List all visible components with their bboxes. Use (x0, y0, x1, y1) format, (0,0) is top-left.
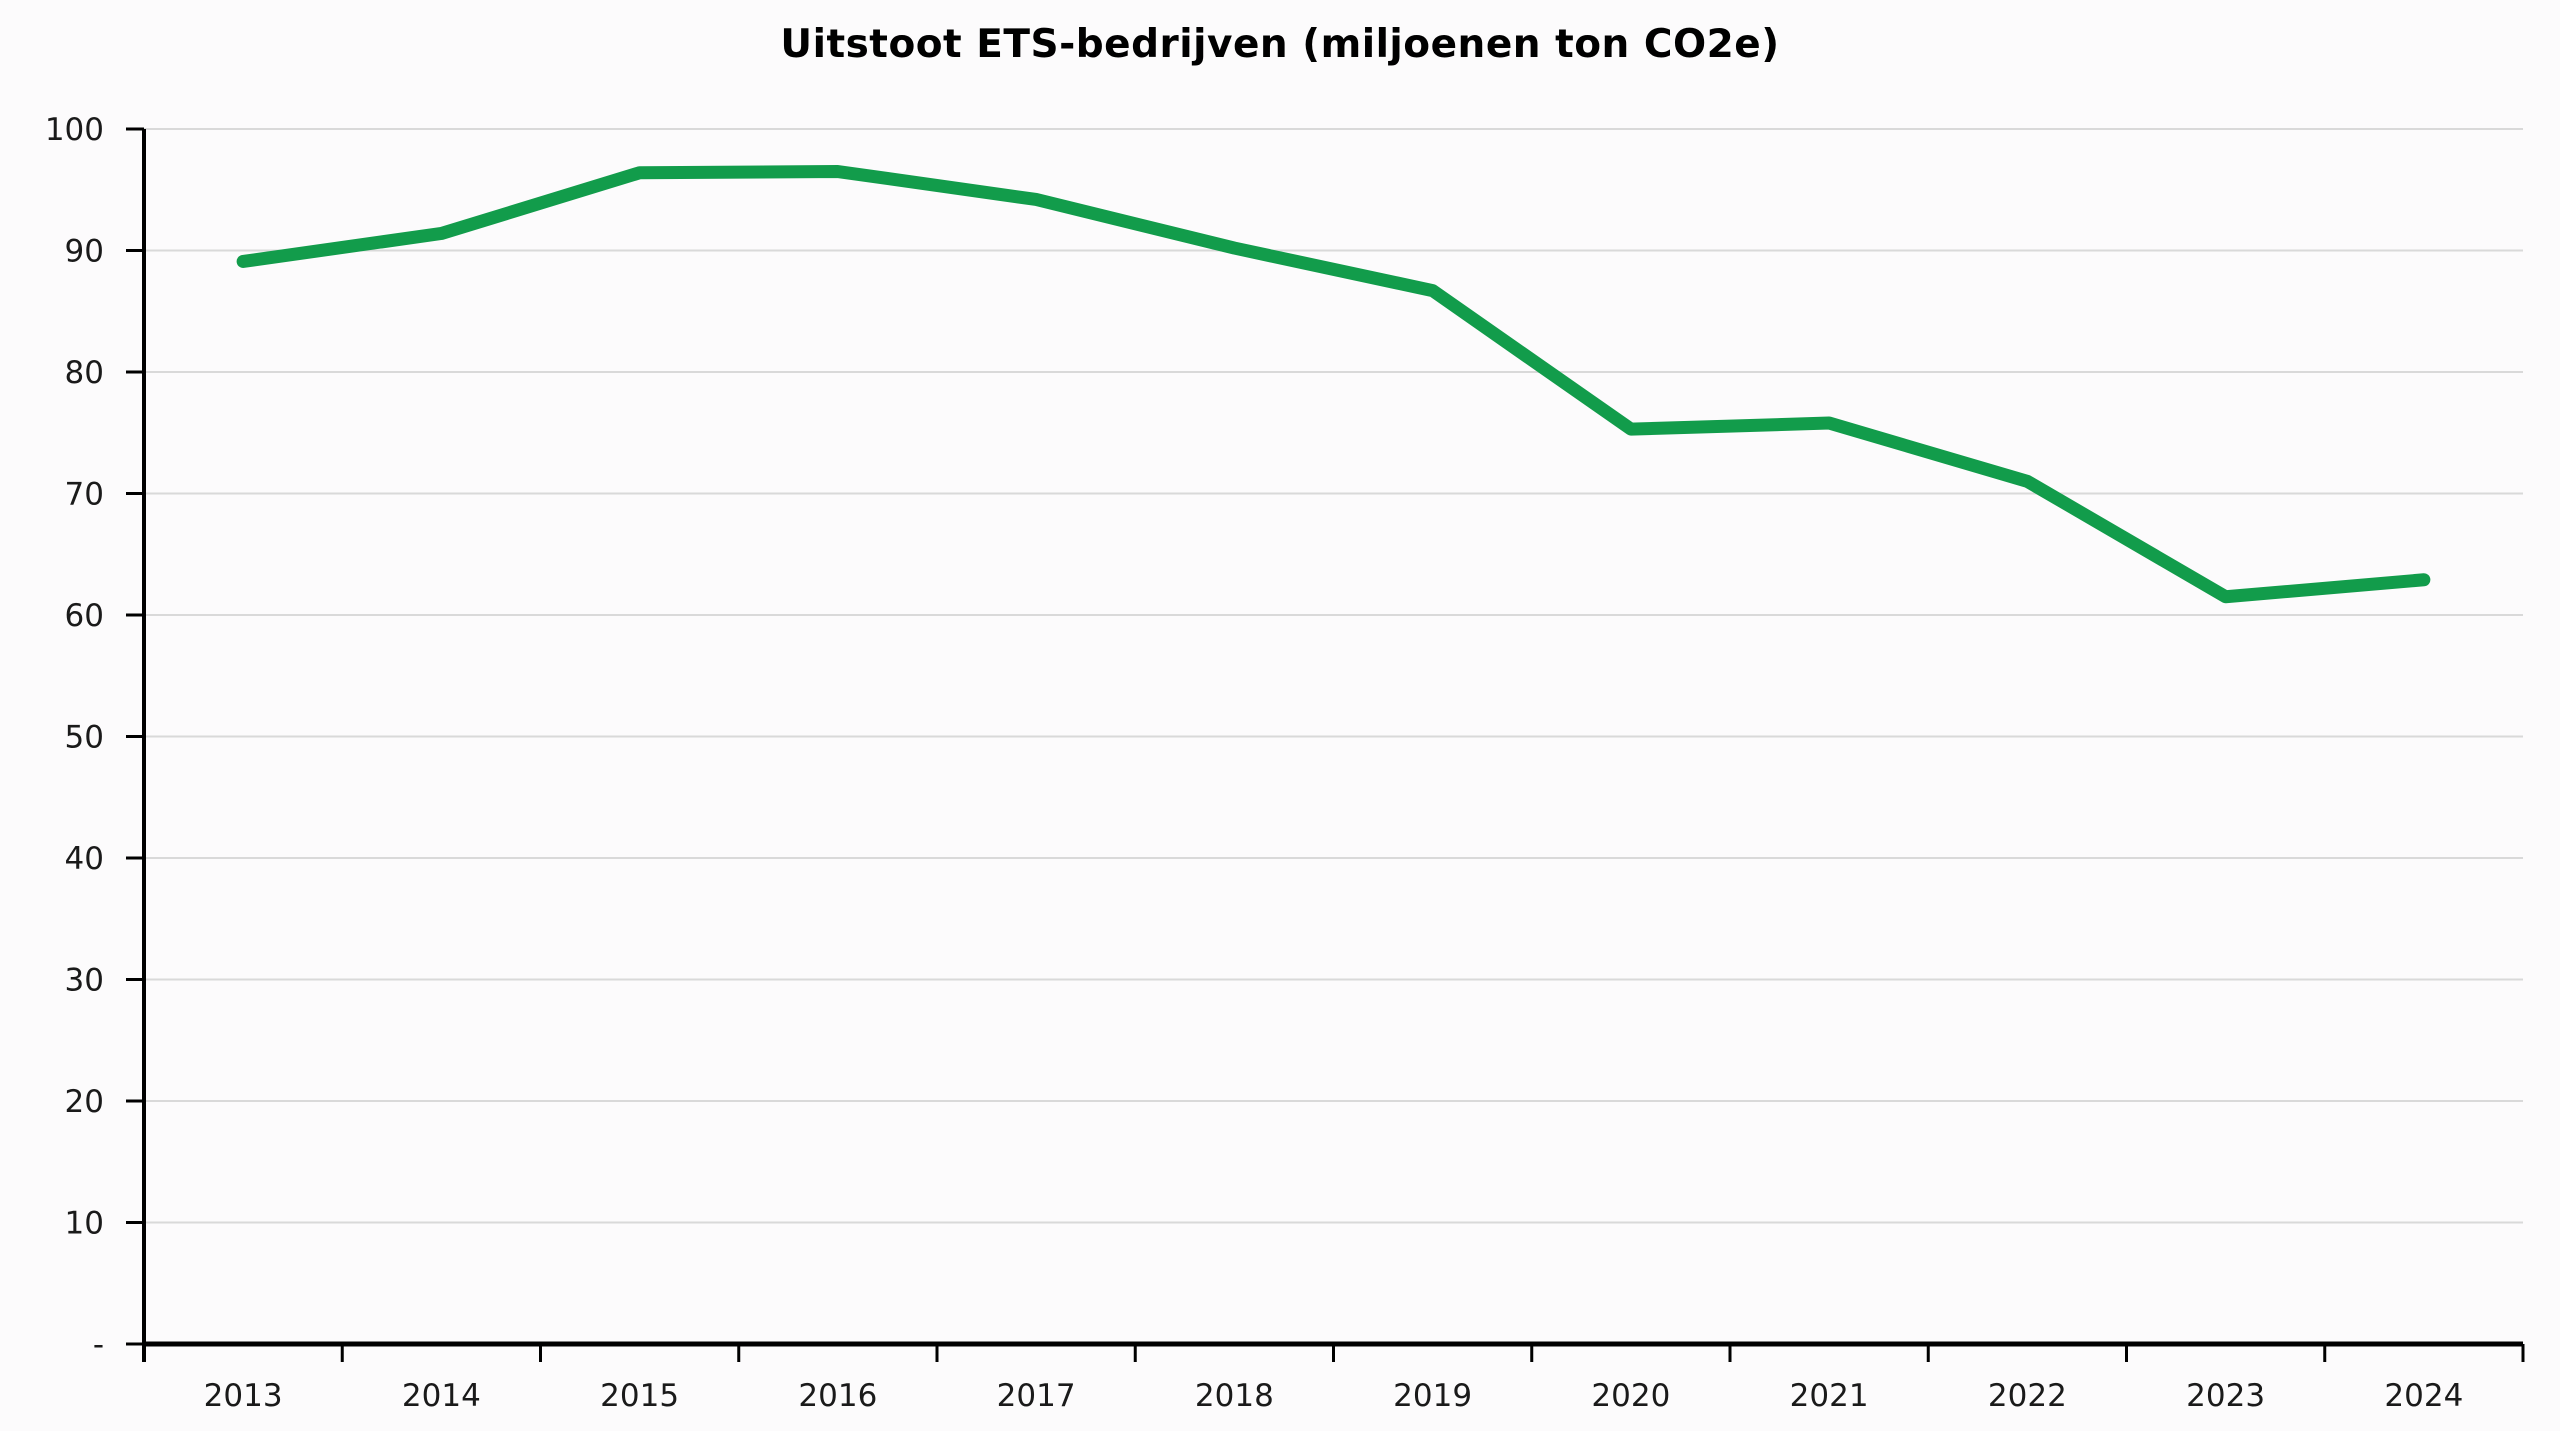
y-axis-label-60: 60 (65, 598, 104, 634)
x-axis-label-2016: 2016 (798, 1378, 877, 1414)
x-axis-label-2014: 2014 (402, 1378, 481, 1414)
x-axis-label-2015: 2015 (600, 1378, 679, 1414)
x-axis-label-2024: 2024 (2384, 1378, 2463, 1414)
y-axis-label-20: 20 (65, 1084, 104, 1120)
x-axis-label-2020: 2020 (1591, 1378, 1670, 1414)
y-axis-label-40: 40 (65, 841, 104, 877)
emissions-series-line (236, 165, 2431, 604)
y-axis-label-70: 70 (65, 477, 104, 513)
x-axis-label-2018: 2018 (1195, 1378, 1274, 1414)
x-axis-label-2021: 2021 (1790, 1378, 1869, 1414)
y-axis-label-100: 100 (45, 112, 104, 148)
axis-labels-group: - 10 20 30 40 50 60 70 80 90 100 2013 2014 2015 2016 20… (45, 112, 2464, 1414)
y-axis-label-80: 80 (65, 355, 104, 391)
chart-title: Uitstoot ETS-bedrijven (miljoenen ton CO… (780, 22, 1780, 67)
y-axis-label-10: 10 (65, 1206, 104, 1242)
x-axis-label-2019: 2019 (1393, 1378, 1472, 1414)
y-axis-label-50: 50 (65, 720, 104, 756)
x-axis-label-2017: 2017 (997, 1378, 1076, 1414)
series-group (236, 165, 2431, 604)
gridlines-group (144, 128, 2523, 1224)
y-axis-label--: - (93, 1327, 104, 1363)
axes-group (126, 127, 2525, 1362)
y-axis-label-30: 30 (65, 963, 104, 999)
y-axis-label-90: 90 (65, 234, 104, 270)
x-axis-label-2022: 2022 (1988, 1378, 2067, 1414)
x-axis-label-2023: 2023 (2186, 1378, 2265, 1414)
x-axis-label-2013: 2013 (204, 1378, 283, 1414)
